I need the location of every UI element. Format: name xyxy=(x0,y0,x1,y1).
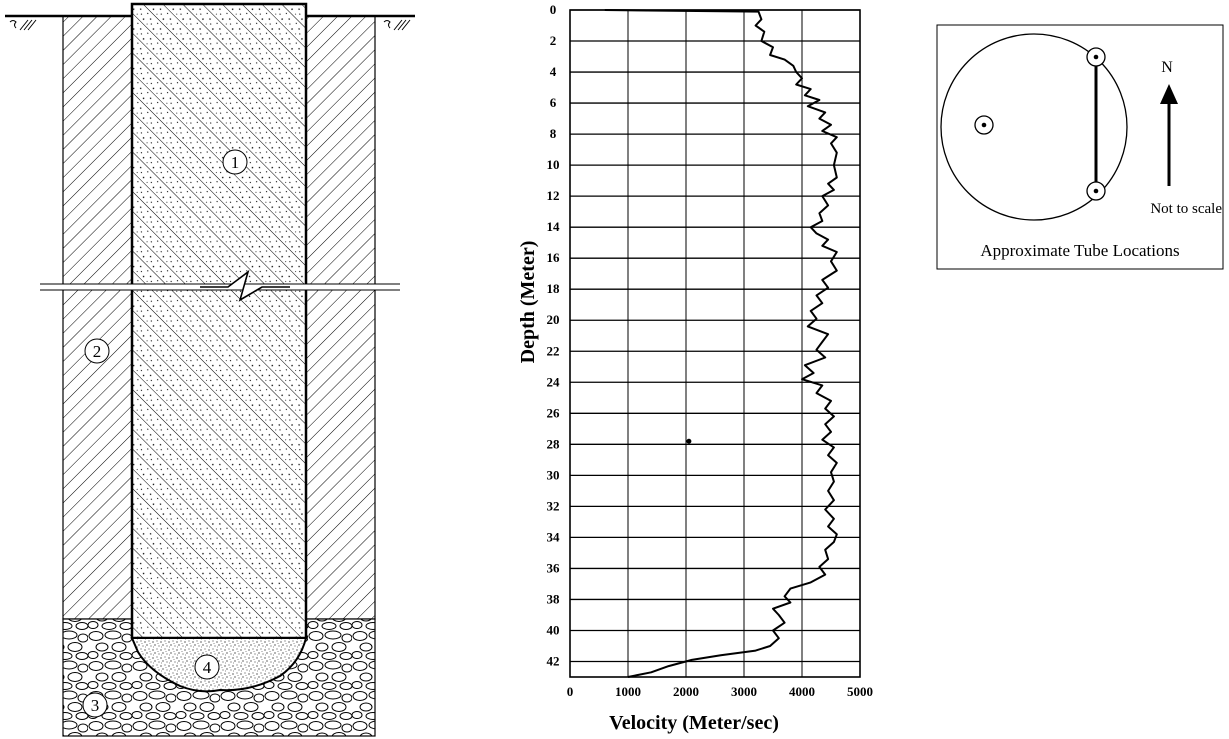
chart-x-tick-label: 2000 xyxy=(673,684,699,699)
concrete-shaft xyxy=(130,2,308,640)
chart-y-tick-label: 34 xyxy=(547,529,561,544)
callout-2: 2 xyxy=(84,338,110,364)
tube-marker-north xyxy=(1086,47,1106,67)
velocity-series-line xyxy=(604,9,838,678)
north-arrow-icon xyxy=(1160,84,1178,186)
chart-y-tick-label: 26 xyxy=(547,405,561,420)
chart-y-tick-label: 14 xyxy=(547,219,561,234)
callout-3-label: 3 xyxy=(91,696,100,715)
chart-y-tick-label: 22 xyxy=(547,343,560,358)
north-label: N xyxy=(1161,59,1173,76)
chart-y-tick-label: 28 xyxy=(547,436,561,451)
chart-y-tick-label: 4 xyxy=(550,64,557,79)
ground-symbol-right xyxy=(383,19,411,31)
legend-caption: Approximate Tube Locations xyxy=(980,241,1179,260)
chart-grid xyxy=(569,9,861,678)
chart-x-tick-label: 3000 xyxy=(731,684,757,699)
drilled-shaft-section: 1 2 3 4 xyxy=(5,2,415,737)
scale-note: Not to scale xyxy=(1150,201,1222,217)
callout-3: 3 xyxy=(82,692,108,718)
chart-x-axis-title: Velocity (Meter/sec) xyxy=(609,712,779,734)
chart-y-tick-label: 18 xyxy=(547,281,561,296)
chart-x-tick-label: 0 xyxy=(567,684,574,699)
chart-y-tick-label: 30 xyxy=(547,467,560,482)
callout-2-label: 2 xyxy=(93,342,102,361)
callout-4-label: 4 xyxy=(203,658,212,677)
chart-y-tick-label: 36 xyxy=(547,560,561,575)
velocity-depth-chart: 024681012141618202224262830323436384042 … xyxy=(517,2,873,734)
callout-1: 1 xyxy=(222,149,248,175)
chart-y-tick-label: 40 xyxy=(547,622,560,637)
chart-x-tick-label: 4000 xyxy=(789,684,815,699)
chart-y-tick-label: 38 xyxy=(547,591,561,606)
chart-y-tick-label: 2 xyxy=(550,33,557,48)
chart-y-tick-label: 12 xyxy=(547,188,560,203)
soil-layer-right xyxy=(305,15,376,620)
chart-y-tick-label: 42 xyxy=(547,653,560,668)
chart-y-tick-label: 16 xyxy=(547,250,561,265)
chart-y-tick-label: 0 xyxy=(550,2,557,17)
ground-symbol-left xyxy=(9,19,37,31)
chart-y-tick-label: 24 xyxy=(547,374,561,389)
chart-y-tick-label: 32 xyxy=(547,498,560,513)
soil-layer-left xyxy=(62,15,133,620)
chart-annotation-dot xyxy=(686,438,692,444)
legend-frame xyxy=(936,24,1224,270)
chart-x-tick-label: 5000 xyxy=(847,684,873,699)
chart-y-tick-label: 10 xyxy=(547,157,560,172)
shaft-plan-circle xyxy=(940,33,1128,221)
chart-x-tick-label: 1000 xyxy=(615,684,641,699)
callout-1-label: 1 xyxy=(231,153,240,172)
chart-y-axis-title: Depth (Meter) xyxy=(517,241,539,364)
break-symbol xyxy=(200,269,290,302)
chart-y-tick-label: 20 xyxy=(547,312,560,327)
callout-4: 4 xyxy=(194,654,220,680)
tube-marker-south xyxy=(1086,181,1106,201)
chart-y-tick-label: 8 xyxy=(550,126,557,141)
tube-marker-west xyxy=(974,115,994,135)
chart-y-tick-label: 6 xyxy=(550,95,557,110)
chart-series xyxy=(604,9,838,678)
tube-locations-legend: N Not to scale Approximate Tube Location… xyxy=(936,24,1224,270)
chart-x-tick-labels: 0 1000 2000 3000 4000 5000 xyxy=(567,684,873,699)
